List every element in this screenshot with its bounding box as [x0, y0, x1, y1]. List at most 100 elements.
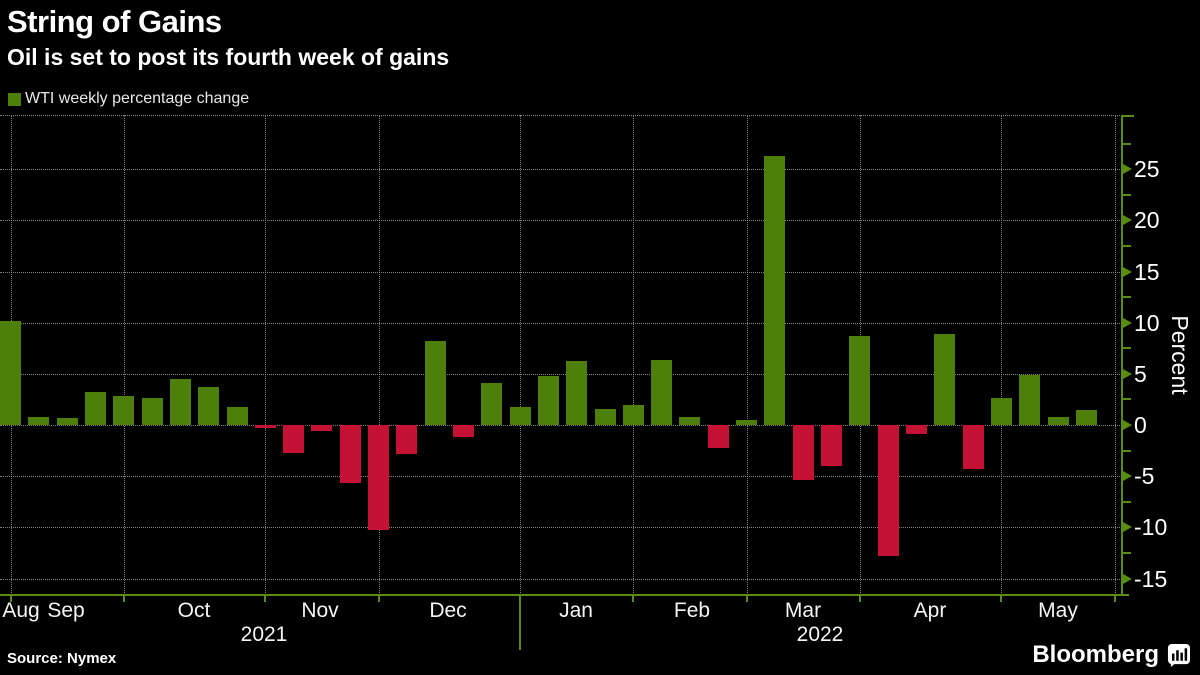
bar-week-27 [736, 419, 758, 425]
x-month-label-nov: Nov [301, 599, 339, 622]
y-tick-arrow--10 [1123, 522, 1132, 533]
y-minor-tick [1123, 244, 1131, 247]
y-axis-top-cap [1121, 115, 1134, 117]
x-tick-week-35 [1000, 596, 1003, 602]
bar-week-1 [0, 320, 21, 425]
bar-week-3 [56, 417, 78, 425]
gridline-h-5 [0, 373, 1122, 375]
gridline-h-15 [0, 271, 1122, 273]
bar-week-17 [453, 425, 474, 438]
bar-week-8 [198, 387, 220, 425]
bar-week-35 [962, 425, 984, 469]
y-minor-tick [1123, 193, 1131, 196]
gridline-v-week-18 [520, 115, 522, 595]
source-note: Source: Nymex [7, 650, 117, 667]
bar-week-24 [651, 359, 673, 425]
y-tick-label-15: 15 [1134, 258, 1160, 285]
y-tick-arrow-15 [1123, 266, 1132, 277]
gridline-h-25 [0, 169, 1122, 171]
y-tick-label-25: 25 [1134, 156, 1160, 183]
x-axis-line [0, 594, 1129, 596]
y-tick-label-20: 20 [1134, 207, 1160, 234]
bar-week-15 [396, 425, 418, 454]
bar-week-13 [339, 425, 361, 484]
page-title: String of Gains [7, 4, 222, 39]
bar-week-25 [679, 416, 701, 425]
bar-week-16 [424, 341, 446, 425]
legend-label: WTI weekly percentage change [25, 90, 250, 107]
y-tick-label--5: -5 [1134, 463, 1155, 490]
bloomberg-wordmark: Bloomberg [1032, 641, 1159, 668]
y-axis-title: Percent [1167, 315, 1193, 395]
x-month-label-mar: Mar [784, 599, 822, 622]
bar-week-23 [622, 404, 644, 425]
y-tick-arrow--15 [1123, 573, 1132, 584]
x-tick-week-0 [9, 596, 12, 602]
gridline-h--10 [0, 527, 1122, 529]
x-year-label-2021: 2021 [240, 623, 288, 646]
legend-swatch-icon [8, 92, 21, 106]
page-subtitle: Oil is set to post its fourth week of ga… [7, 44, 450, 70]
bar-week-36 [990, 398, 1012, 425]
gridline-v-week-13 [378, 115, 380, 595]
x-tick-week-22 [632, 596, 635, 602]
x-month-label-dec: Dec [429, 599, 467, 622]
x-tick-week-26 [745, 596, 748, 602]
y-tick-label-10: 10 [1134, 309, 1160, 336]
x-month-label-may: May [1038, 599, 1078, 622]
bar-week-19 [509, 406, 531, 425]
x-tick-week-39 [1113, 596, 1116, 602]
gridline-v-week-22 [633, 115, 635, 595]
bar-week-33 [905, 425, 927, 435]
y-minor-tick [1123, 551, 1131, 554]
bar-week-20 [537, 375, 559, 425]
y-axis-line [1121, 115, 1123, 596]
bar-week-6 [141, 398, 163, 425]
gridline-v-week-9 [265, 115, 267, 595]
x-tick-week-9 [264, 596, 267, 602]
bar-week-39 [1075, 409, 1097, 425]
x-month-label-feb: Feb [673, 599, 711, 622]
bar-week-31 [849, 336, 871, 425]
x-tick-week-13 [377, 596, 380, 602]
y-tick-arrow-5 [1123, 368, 1132, 379]
bar-week-22 [594, 408, 616, 425]
y-minor-tick [1123, 398, 1131, 401]
legend: WTI weekly percentage change [8, 90, 249, 108]
bar-week-9 [226, 406, 248, 425]
gridline-h--15 [0, 578, 1122, 580]
y-minor-tick [1123, 500, 1131, 503]
x-tick-week-30 [858, 596, 861, 602]
bloomberg-chart-icon [1167, 643, 1190, 667]
bar-week-21 [566, 360, 588, 425]
y-tick-arrow-20 [1123, 215, 1132, 226]
bar-week-18 [481, 383, 503, 425]
bar-week-38 [1047, 416, 1069, 425]
bar-week-4 [84, 392, 106, 425]
bar-week-12 [311, 425, 333, 432]
bar-week-11 [283, 425, 305, 453]
x-year-label-2022: 2022 [796, 623, 844, 646]
y-tick-arrow--5 [1123, 471, 1132, 482]
bar-week-28 [764, 155, 786, 425]
gridline-v-week-26 [746, 115, 748, 595]
y-minor-tick [1123, 296, 1131, 299]
bar-week-29 [792, 425, 814, 481]
x-month-label-jan: Jan [559, 599, 593, 622]
gridline-v-week-4 [123, 115, 125, 595]
y-tick-label-0: 0 [1134, 412, 1147, 438]
x-month-label-aug: Aug [2, 599, 40, 622]
bloomberg-logo: Bloomberg [1032, 641, 1190, 669]
bar-week-34 [934, 333, 956, 425]
bar-week-7 [169, 378, 191, 425]
x-tick-week-4 [122, 596, 125, 602]
gridline-v-week-35 [1001, 115, 1003, 595]
gridline-h-10 [0, 322, 1122, 324]
gridline-h-20 [0, 220, 1122, 222]
y-tick-arrow-25 [1123, 164, 1132, 175]
plot-top-border [0, 115, 1122, 116]
x-month-label-oct: Oct [177, 599, 211, 622]
y-minor-tick [1123, 449, 1131, 452]
bar-week-37 [1019, 374, 1041, 425]
